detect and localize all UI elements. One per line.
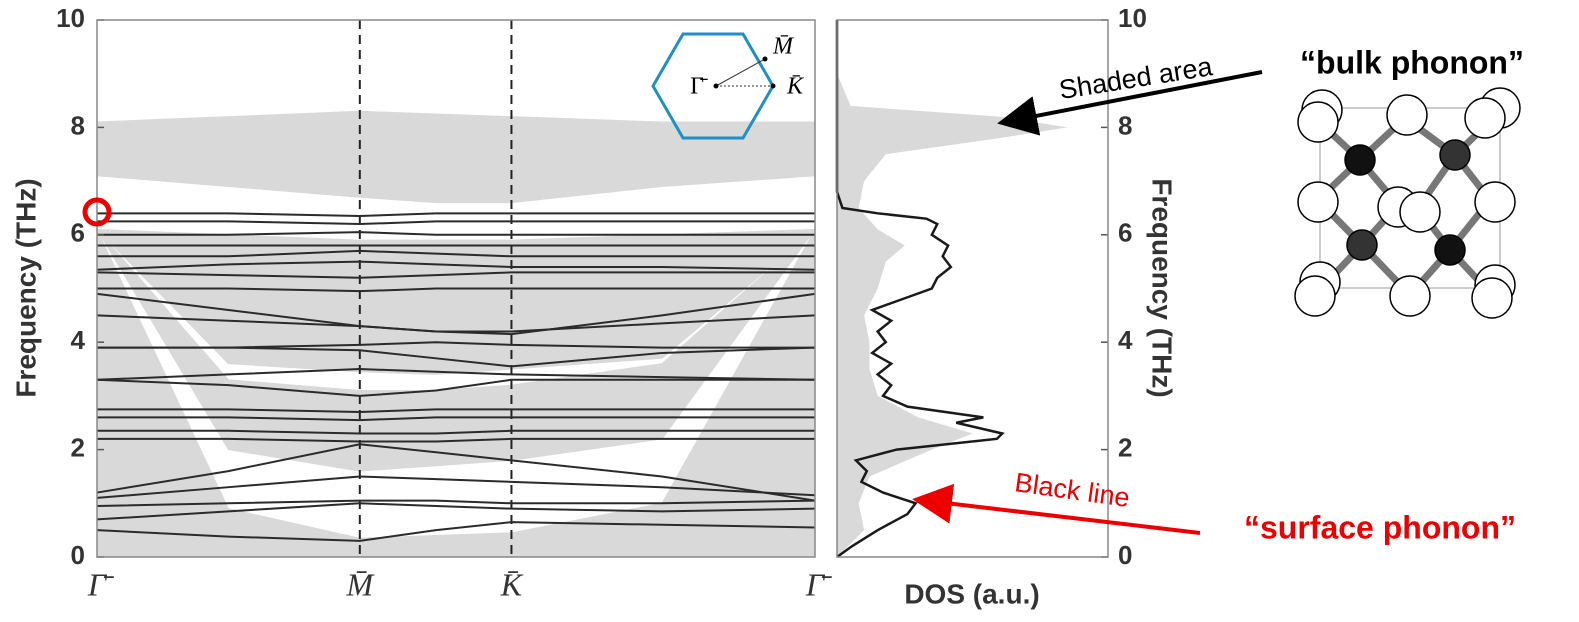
annotation: Black line	[1013, 467, 1132, 513]
y-tick-label: 4	[71, 325, 86, 355]
x-tick-label: K̄	[500, 566, 524, 602]
y-tick-label: 0	[1118, 540, 1132, 570]
figure: Γ̄M̄K̄Γ̄02468100246810 Frequency (THz) F…	[0, 0, 1579, 617]
inset-label: M̄	[772, 34, 795, 60]
annotation: “surface phonon”	[1244, 509, 1516, 545]
y-tick-label: 10	[1118, 3, 1147, 33]
crystal-structure	[1295, 88, 1520, 318]
x-tick-label: Γ̄	[87, 566, 114, 602]
x-tick-label: Γ̄	[805, 566, 832, 602]
y-axis-label: Frequency (THz)	[10, 178, 41, 397]
x-tick-label: M̄	[345, 566, 375, 602]
y-tick-label: 8	[71, 110, 85, 140]
bulk-band-area	[97, 111, 815, 202]
y-tick-label: 2	[1118, 432, 1132, 462]
y-axis-label: Frequency (THz)	[1147, 178, 1178, 397]
y-tick-label: 6	[71, 218, 85, 248]
y-tick-label: 2	[71, 432, 85, 462]
y-tick-label: 0	[71, 540, 85, 570]
phonon-band	[97, 213, 815, 216]
inset-label: K̄	[786, 74, 805, 100]
phonon-band	[97, 221, 815, 224]
y-tick-label: 6	[1118, 218, 1132, 248]
inset-label: Γ̄	[690, 74, 708, 100]
y-tick-label: 10	[56, 3, 85, 33]
y-tick-label: 4	[1118, 325, 1133, 355]
annotation: “bulk phonon”	[1300, 44, 1524, 80]
arrow	[920, 500, 1200, 533]
y-tick-label: 8	[1118, 110, 1132, 140]
x-axis-label: DOS (a.u.)	[904, 578, 1039, 609]
